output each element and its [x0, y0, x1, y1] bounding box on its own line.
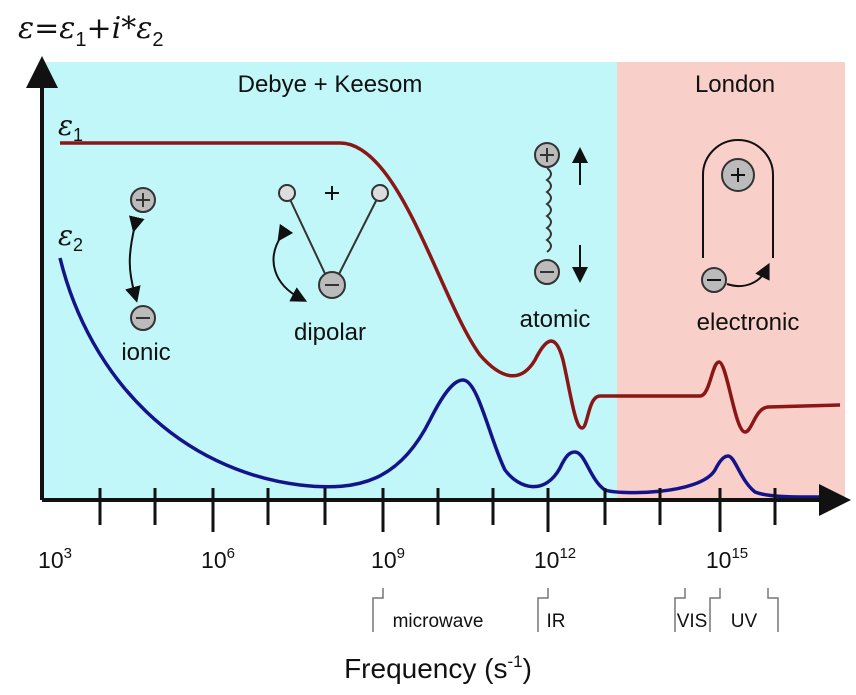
text-part: 10	[201, 547, 227, 573]
ticks	[98, 488, 777, 532]
text-part: 10	[706, 547, 732, 573]
text-part: Frequency (s	[344, 653, 507, 684]
text-part: ε=ε	[18, 11, 75, 46]
text-part: 1	[73, 125, 83, 145]
x-tick-label: 1012	[534, 545, 576, 573]
text-part: 2	[152, 29, 163, 51]
mechanism-label: dipolar	[294, 319, 366, 346]
text-part: 6	[227, 545, 235, 562]
eps1-curve	[60, 141, 841, 434]
mechanism-label: atomic	[520, 306, 591, 333]
text-part: 1	[75, 29, 86, 51]
text-part: 10	[534, 547, 560, 573]
x-axis-title: Frequency (s-1)	[344, 652, 532, 684]
text-part: )	[523, 653, 532, 684]
mechanism-label: ionic	[121, 339, 170, 366]
region-label: Debye + Keesom	[238, 71, 423, 98]
london-region	[617, 62, 845, 500]
dipolar-icon	[272, 184, 389, 302]
x-tick-label: 103	[38, 545, 72, 573]
text-part: 15	[731, 545, 748, 562]
x-tick-label: 1015	[706, 545, 748, 573]
eps2-curve	[58, 257, 841, 499]
formula: ε=ε1+i*ε2	[18, 11, 163, 51]
text-part: +i*ε	[86, 11, 152, 46]
band-label: IR	[547, 611, 566, 632]
text-part: 10	[38, 547, 64, 573]
band-label: microwave	[393, 611, 484, 632]
curve-label: ε2	[58, 219, 83, 255]
region-label: London	[695, 71, 775, 98]
text-part: 12	[559, 545, 576, 562]
text-part: 10	[371, 547, 397, 573]
band-label: UV	[731, 611, 758, 632]
text-part: 2	[73, 235, 83, 255]
ionic-icon	[125, 187, 156, 331]
text-part: 9	[397, 545, 405, 562]
text-part: -1	[507, 652, 522, 671]
x-tick-label: 106	[201, 545, 235, 573]
x-tick-labels: 103 106 109 1012 1015	[38, 545, 748, 573]
band-brackets	[372, 588, 779, 632]
curve-label: ε1	[58, 109, 83, 145]
band-label: VIS	[677, 611, 708, 632]
text-part: ε	[58, 109, 73, 142]
text-part: 3	[64, 545, 72, 562]
atomic-icon	[534, 142, 588, 285]
text-part: ε	[58, 219, 73, 252]
electronic-icon	[701, 139, 774, 293]
mechanism-label: electronic	[697, 309, 800, 336]
x-tick-label: 109	[371, 545, 405, 573]
